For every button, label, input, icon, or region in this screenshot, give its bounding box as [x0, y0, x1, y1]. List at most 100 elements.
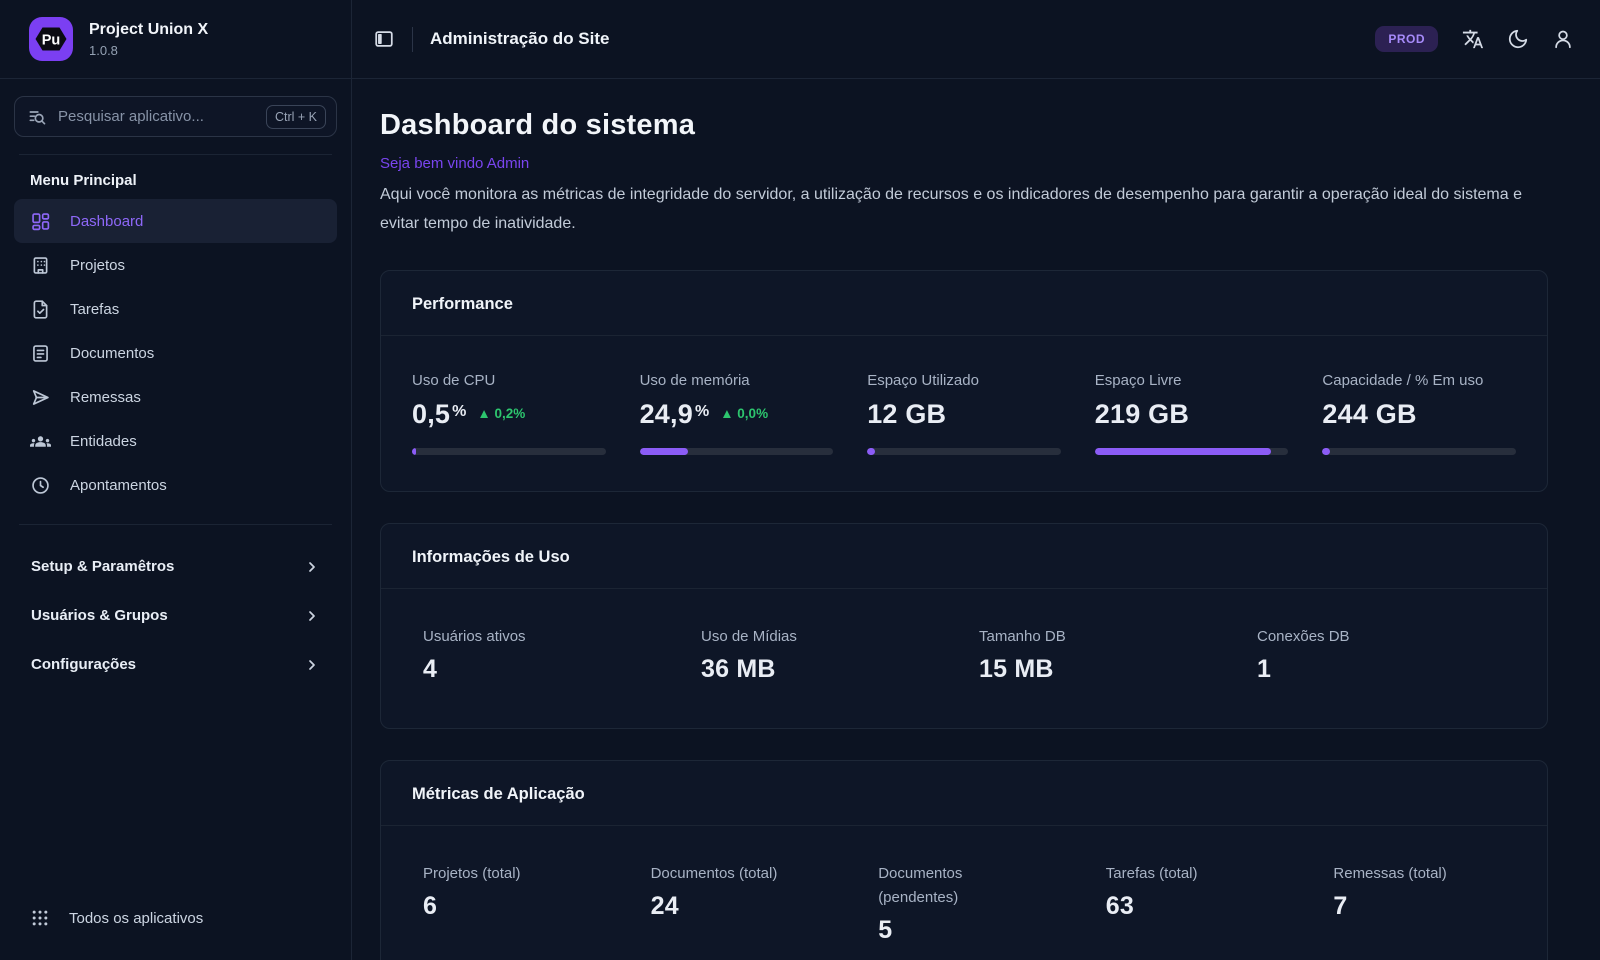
- file-check-icon: [30, 299, 51, 320]
- sidebar-section-usuarios-grupos[interactable]: Usuários & Grupos: [14, 591, 337, 640]
- users-group-icon: [30, 431, 51, 452]
- send-icon: [30, 387, 51, 408]
- app-identity: Project Union X 1.0.8: [89, 21, 208, 58]
- progress-bar-fill: [412, 448, 416, 456]
- user-menu-button[interactable]: [1552, 28, 1574, 50]
- page-description: Aqui você monitora as métricas de integr…: [380, 186, 1522, 232]
- all-apps-button[interactable]: Todos os aplicativos: [14, 908, 337, 928]
- metric-value-row: 24,9 % ▲ 0,0%: [639, 398, 834, 430]
- section-label: Setup & Paramêtros: [31, 558, 175, 575]
- metric-label: Documentos (total): [650, 864, 778, 882]
- progress-bar: [867, 448, 1061, 456]
- application-metrics: Projetos (total) 6 Documentos (total) 24…: [381, 826, 1547, 960]
- topbar: Administração do Site PROD: [352, 0, 1600, 79]
- chevron-right-icon: [309, 610, 315, 621]
- metric-unit: %: [694, 402, 710, 420]
- metric-value: 219 GB: [1094, 398, 1190, 429]
- sidebar-section-configuracoes[interactable]: Configurações: [14, 640, 337, 689]
- usage-info-card: Informações de Uso Usuários ativos 4 Uso…: [380, 523, 1548, 729]
- language-button[interactable]: [1462, 28, 1484, 50]
- metric-value-row: 244 GB: [1322, 398, 1516, 430]
- metric-label: Tamanho DB: [979, 628, 1066, 646]
- metric-label: Projetos (total): [423, 864, 521, 882]
- sidebar-toggle-button[interactable]: [373, 28, 395, 50]
- metric-db-connections: Conexões DB 1: [1257, 625, 1505, 684]
- sidebar-section-setup-parametros[interactable]: Setup & Paramêtros: [14, 542, 337, 591]
- usage-metrics: Usuários ativos 4 Uso de Mídias 36 MB Ta…: [381, 589, 1547, 728]
- progress-bar-fill: [639, 448, 688, 456]
- sidebar-item-projetos[interactable]: Projetos: [14, 243, 337, 287]
- card-header: Métricas de Aplicação: [381, 761, 1547, 826]
- metric-shipments-total: Remessas (total) 7: [1333, 862, 1505, 945]
- topbar-title: Administração do Site: [430, 29, 610, 48]
- sidebar-header: Pu Project Union X 1.0.8: [0, 0, 351, 79]
- search-shortcut-badge: Ctrl + K: [265, 104, 326, 129]
- metric-value-row: 219 GB: [1094, 398, 1289, 430]
- metric-media-usage: Uso de Mídias 36 MB: [701, 625, 949, 684]
- metric-label: Remessas (total): [1333, 864, 1447, 882]
- metric-value: 6: [423, 891, 438, 920]
- sidebar-item-remessas[interactable]: Remessas: [14, 375, 337, 419]
- section-label: Usuários & Grupos: [31, 607, 168, 624]
- metric-active-users: Usuários ativos 4: [423, 625, 671, 684]
- card-title: Métricas de Aplicação: [412, 784, 585, 803]
- main-area: Administração do Site PROD Dashboard do …: [352, 0, 1600, 960]
- welcome-message: Seja bem vindo Admin: [380, 155, 530, 172]
- metric-unit: %: [452, 402, 467, 420]
- progress-bar: [1094, 448, 1289, 456]
- app-metrics-card: Métricas de Aplicação Projetos (total) 6…: [380, 759, 1548, 960]
- sidebar-item-apontamentos[interactable]: Apontamentos: [14, 463, 337, 507]
- metric-delta: ▲ 0,0%: [720, 405, 769, 421]
- chevron-right-icon: [309, 659, 315, 670]
- sidebar-item-tarefas[interactable]: Tarefas: [14, 287, 337, 331]
- theme-toggle-button[interactable]: [1507, 28, 1529, 50]
- sidebar-nav: Ctrl + K Menu Principal Dashboard: [0, 79, 351, 908]
- metric-label: Uso de CPU: [412, 371, 496, 389]
- menu-heading: Menu Principal: [30, 172, 137, 189]
- metric-value: 4: [423, 655, 438, 684]
- progress-bar: [412, 448, 606, 456]
- list-search-icon: [27, 107, 47, 127]
- sidebar-item-label: Apontamentos: [70, 476, 167, 494]
- performance-card: Performance Uso de CPU 0,5 % ▲ 0,2% Uso …: [380, 269, 1548, 493]
- sidebar-item-dashboard[interactable]: Dashboard: [14, 199, 337, 243]
- card-header: Informações de Uso: [381, 524, 1547, 590]
- sidebar-item-label: Remessas: [70, 388, 141, 406]
- moon-icon: [1508, 29, 1528, 49]
- metric-value: 24: [650, 891, 679, 920]
- card-title: Performance: [412, 294, 513, 313]
- dashboard-icon: [30, 211, 51, 232]
- metric-label: Espaço Utilizado: [867, 371, 979, 389]
- metric-projects-total: Projetos (total) 6: [423, 862, 595, 945]
- all-apps-label: Todos os aplicativos: [69, 909, 204, 927]
- metric-label: Uso de Mídias: [701, 628, 797, 646]
- metric-documents-total: Documentos (total) 24: [651, 862, 823, 945]
- panel-left-icon: [375, 31, 393, 47]
- sidebar-item-label: Documentos: [70, 344, 155, 362]
- metric-value: 24,9: [639, 398, 693, 429]
- search-input[interactable]: [58, 108, 255, 125]
- metric-value: 7: [1333, 891, 1348, 920]
- metric-label: Espaço Livre: [1094, 371, 1182, 389]
- metric-db-size: Tamanho DB 15 MB: [979, 625, 1227, 684]
- metric-space-free: Espaço Livre 219 GB: [1094, 369, 1289, 456]
- progress-bar: [639, 448, 834, 456]
- app-search-box[interactable]: Ctrl + K: [14, 96, 337, 137]
- sidebar-item-documentos[interactable]: Documentos: [14, 331, 337, 375]
- metric-label: Capacidade / % Em uso: [1322, 371, 1484, 389]
- environment-badge: PROD: [1375, 26, 1438, 52]
- chevron-right-icon: [309, 561, 315, 572]
- metric-value: 244 GB: [1322, 398, 1417, 429]
- sidebar-item-entidades[interactable]: Entidades: [14, 419, 337, 463]
- metric-value: 63: [1105, 891, 1135, 920]
- progress-bar-fill: [1322, 448, 1331, 456]
- metric-value: 12 GB: [867, 398, 947, 429]
- metric-label: Usuários ativos: [423, 628, 526, 646]
- sidebar-footer: Todos os aplicativos: [0, 908, 351, 960]
- app-name: Project Union X: [89, 20, 209, 38]
- section-label: Configurações: [31, 656, 137, 673]
- clock-icon: [30, 475, 51, 496]
- apps-grid-icon: [30, 908, 50, 928]
- metric-label: Uso de memória: [639, 371, 750, 389]
- building-icon: [30, 255, 51, 276]
